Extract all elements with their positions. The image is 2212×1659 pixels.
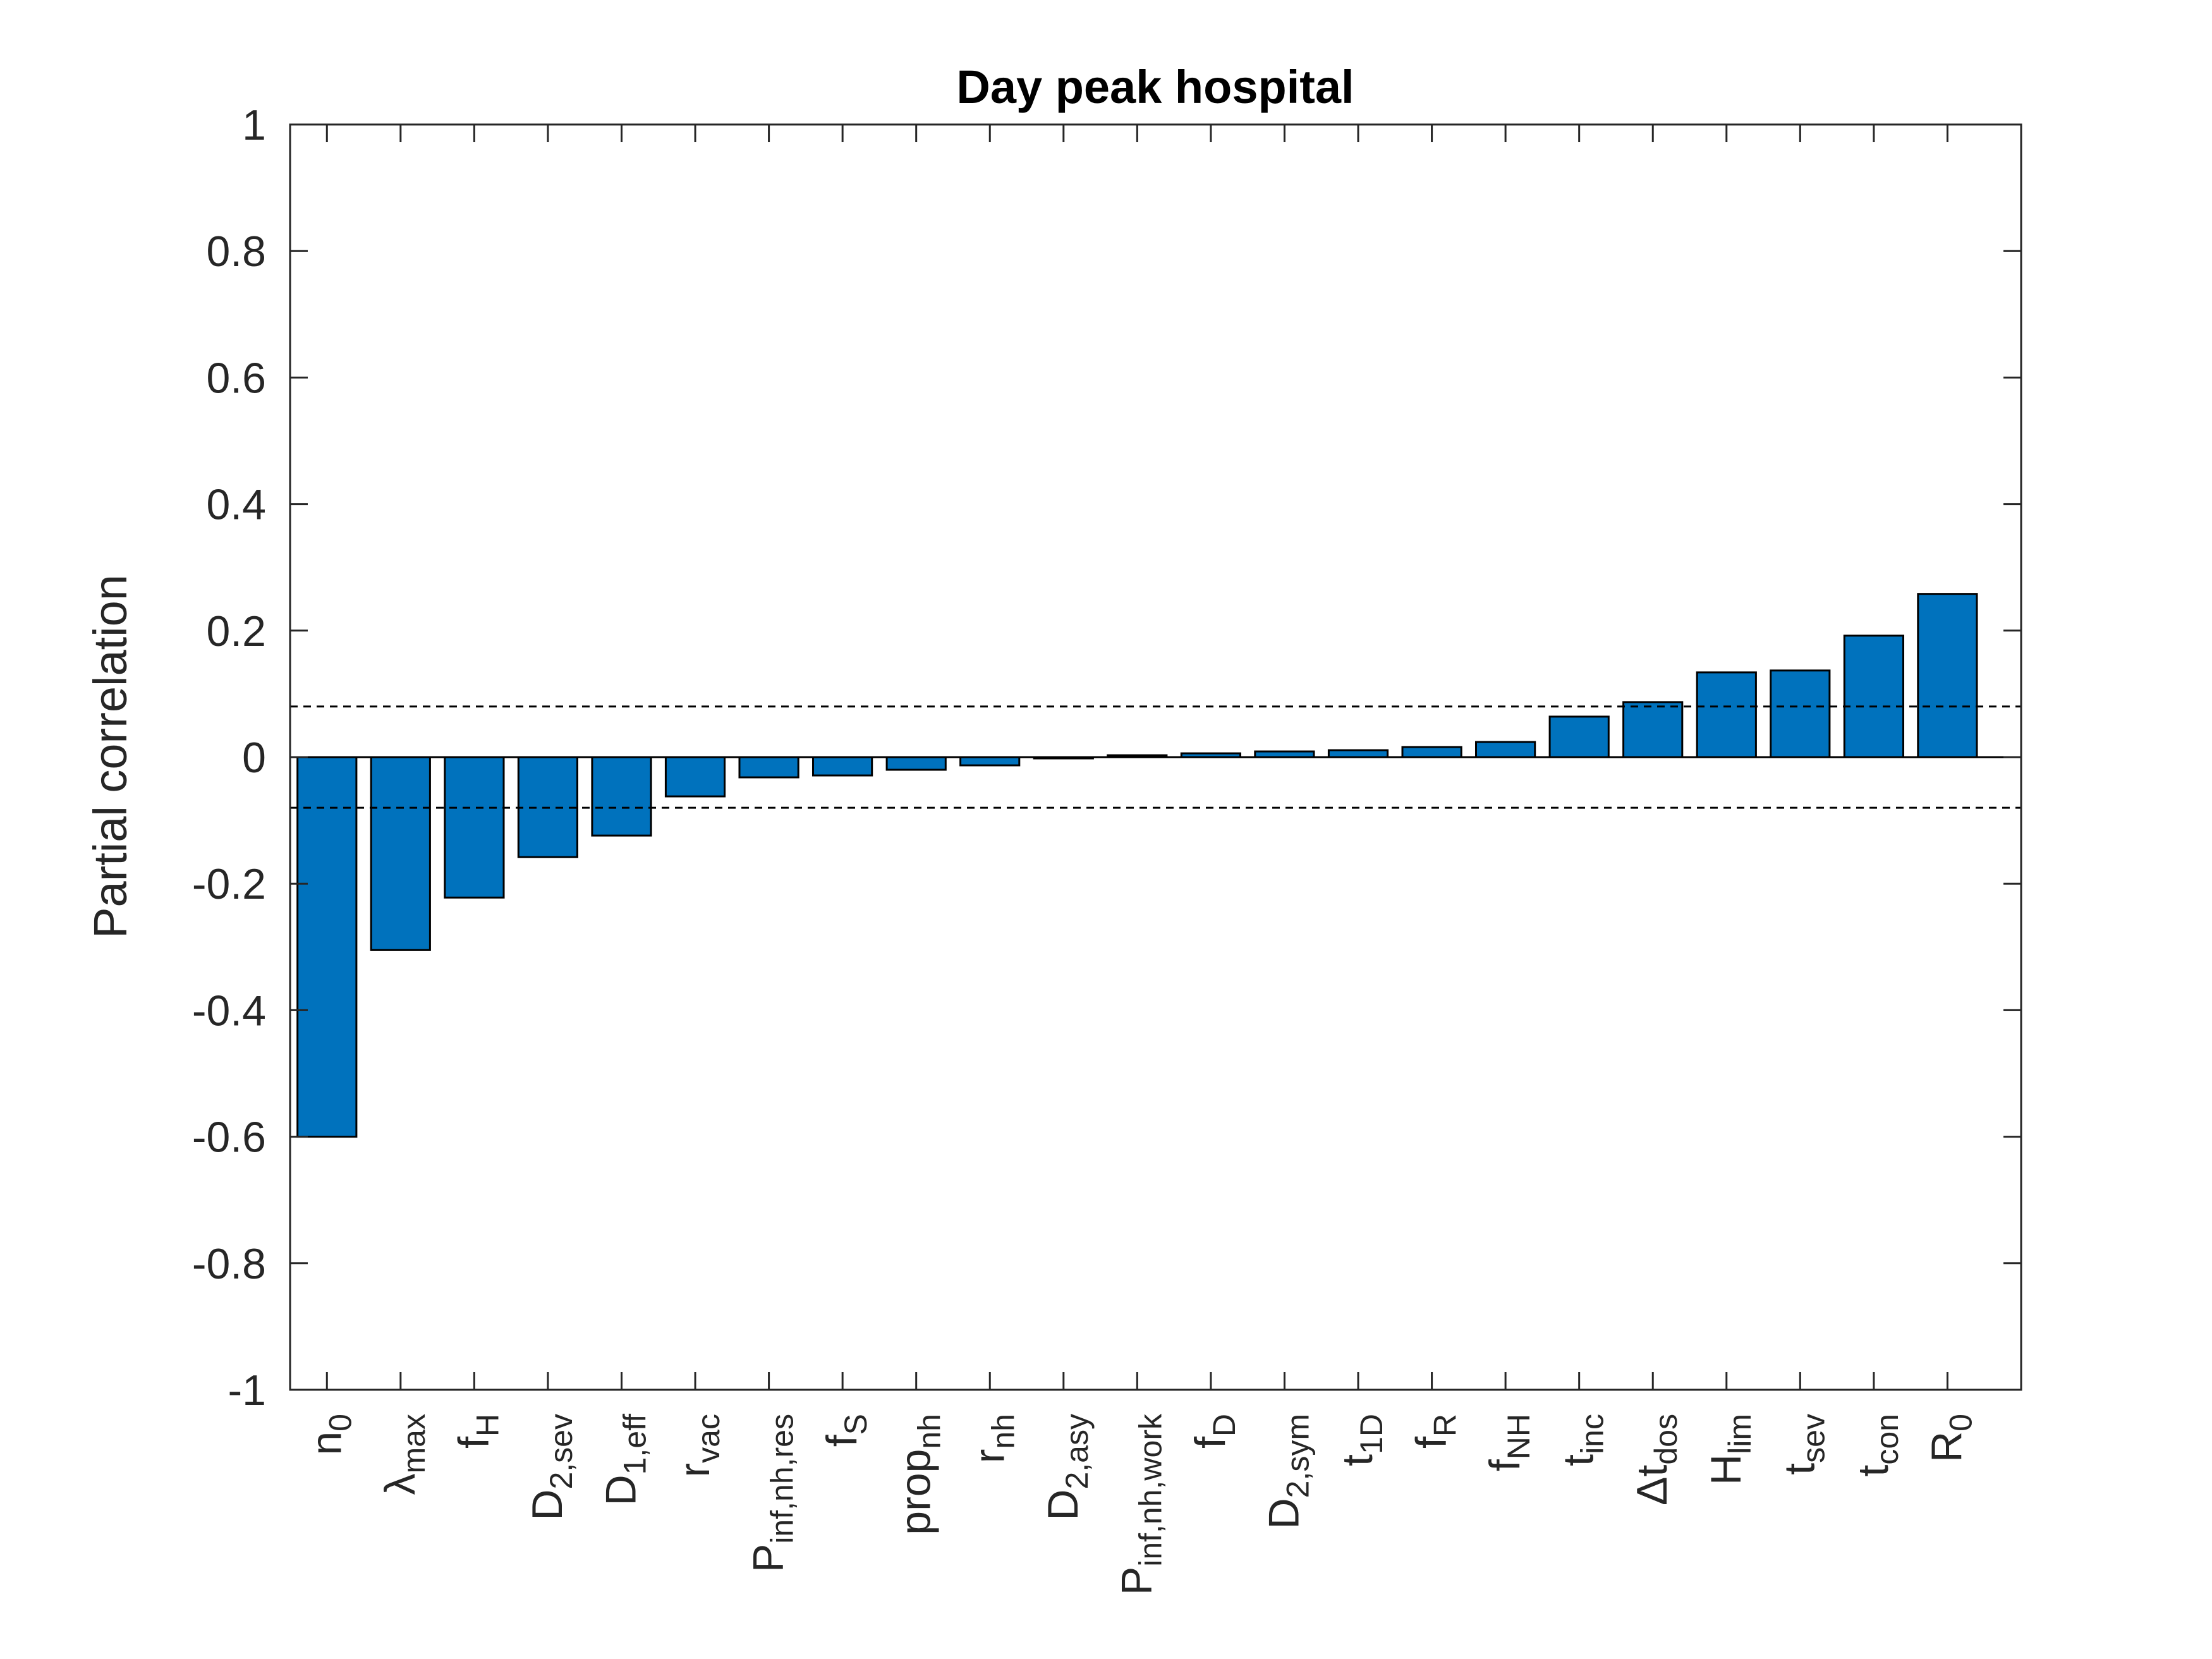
x-tick-label: λmax bbox=[376, 1414, 432, 1495]
bar bbox=[1401, 746, 1462, 758]
bar bbox=[370, 756, 431, 951]
y-tick-label: -0.8 bbox=[192, 1240, 266, 1288]
x-tick-label: rnh bbox=[965, 1414, 1021, 1463]
x-tick-label: t1D bbox=[1334, 1414, 1389, 1466]
x-tick-label: Δtdos bbox=[1628, 1414, 1684, 1505]
y-tick-label: 0.8 bbox=[206, 228, 266, 276]
bar bbox=[1548, 715, 1610, 758]
bar bbox=[1475, 741, 1536, 758]
bar bbox=[1770, 669, 1831, 758]
y-tick-label: -0.2 bbox=[192, 860, 266, 908]
bar bbox=[1917, 593, 1978, 758]
x-tick-label: tcon bbox=[1849, 1414, 1905, 1477]
x-tick-label: D2,sym bbox=[1260, 1414, 1316, 1529]
x-tick-label: rvac bbox=[671, 1414, 726, 1477]
bar bbox=[664, 756, 726, 798]
x-tick-label: D1,eff bbox=[597, 1414, 653, 1506]
y-tick-label: 0.2 bbox=[206, 607, 266, 655]
x-tick-label: D2,asy bbox=[1039, 1414, 1095, 1521]
bar bbox=[296, 756, 358, 1138]
y-tick-label: 0.4 bbox=[206, 481, 266, 529]
x-tick-label: Pinf,nh,res bbox=[744, 1414, 800, 1572]
x-tick-label: fH bbox=[449, 1414, 505, 1449]
bar bbox=[959, 756, 1021, 767]
plot-area: 1 0.8 0.6 0.4 0.2 0 -0.2 -0.4 -0.6 -0.8 -1 n0 λmax fH… bbox=[192, 101, 2022, 1595]
bar bbox=[738, 756, 799, 779]
y-tick-label: 0 bbox=[242, 734, 266, 782]
x-tick-label: R0 bbox=[1923, 1414, 1978, 1462]
y-tick-label: 1 bbox=[242, 101, 266, 149]
x-tick-label: propnh bbox=[892, 1414, 947, 1535]
x-tick-label: D2,sev bbox=[523, 1414, 579, 1521]
bar bbox=[1327, 749, 1389, 758]
y-tick-label: -1 bbox=[228, 1366, 266, 1414]
x-tick-label: Pinf,nh,work bbox=[1112, 1413, 1168, 1595]
bar bbox=[591, 756, 652, 837]
x-tick-label: fD bbox=[1186, 1414, 1242, 1449]
x-tick-label: tsev bbox=[1775, 1414, 1831, 1475]
bar bbox=[812, 756, 873, 777]
y-tick-label: 0.6 bbox=[206, 354, 266, 402]
x-tick-label: fS bbox=[818, 1414, 873, 1447]
y-tick-label: -0.6 bbox=[192, 1114, 266, 1162]
bar bbox=[1843, 635, 1905, 758]
bar bbox=[444, 756, 505, 899]
y-axis-label: Partial correlation bbox=[84, 574, 137, 939]
x-tick-label: Hlim bbox=[1702, 1414, 1758, 1485]
bar bbox=[1622, 701, 1684, 758]
bar bbox=[1696, 671, 1757, 758]
bar bbox=[885, 756, 947, 771]
x-tick-label: fNH bbox=[1481, 1414, 1536, 1471]
x-tick-label: fR bbox=[1407, 1414, 1463, 1449]
x-tick-label: n0 bbox=[302, 1414, 358, 1455]
chart-title: Day peak hospital bbox=[956, 61, 1354, 113]
y-tick-label: -0.4 bbox=[192, 987, 266, 1035]
x-tick-label: tinc bbox=[1555, 1414, 1610, 1466]
